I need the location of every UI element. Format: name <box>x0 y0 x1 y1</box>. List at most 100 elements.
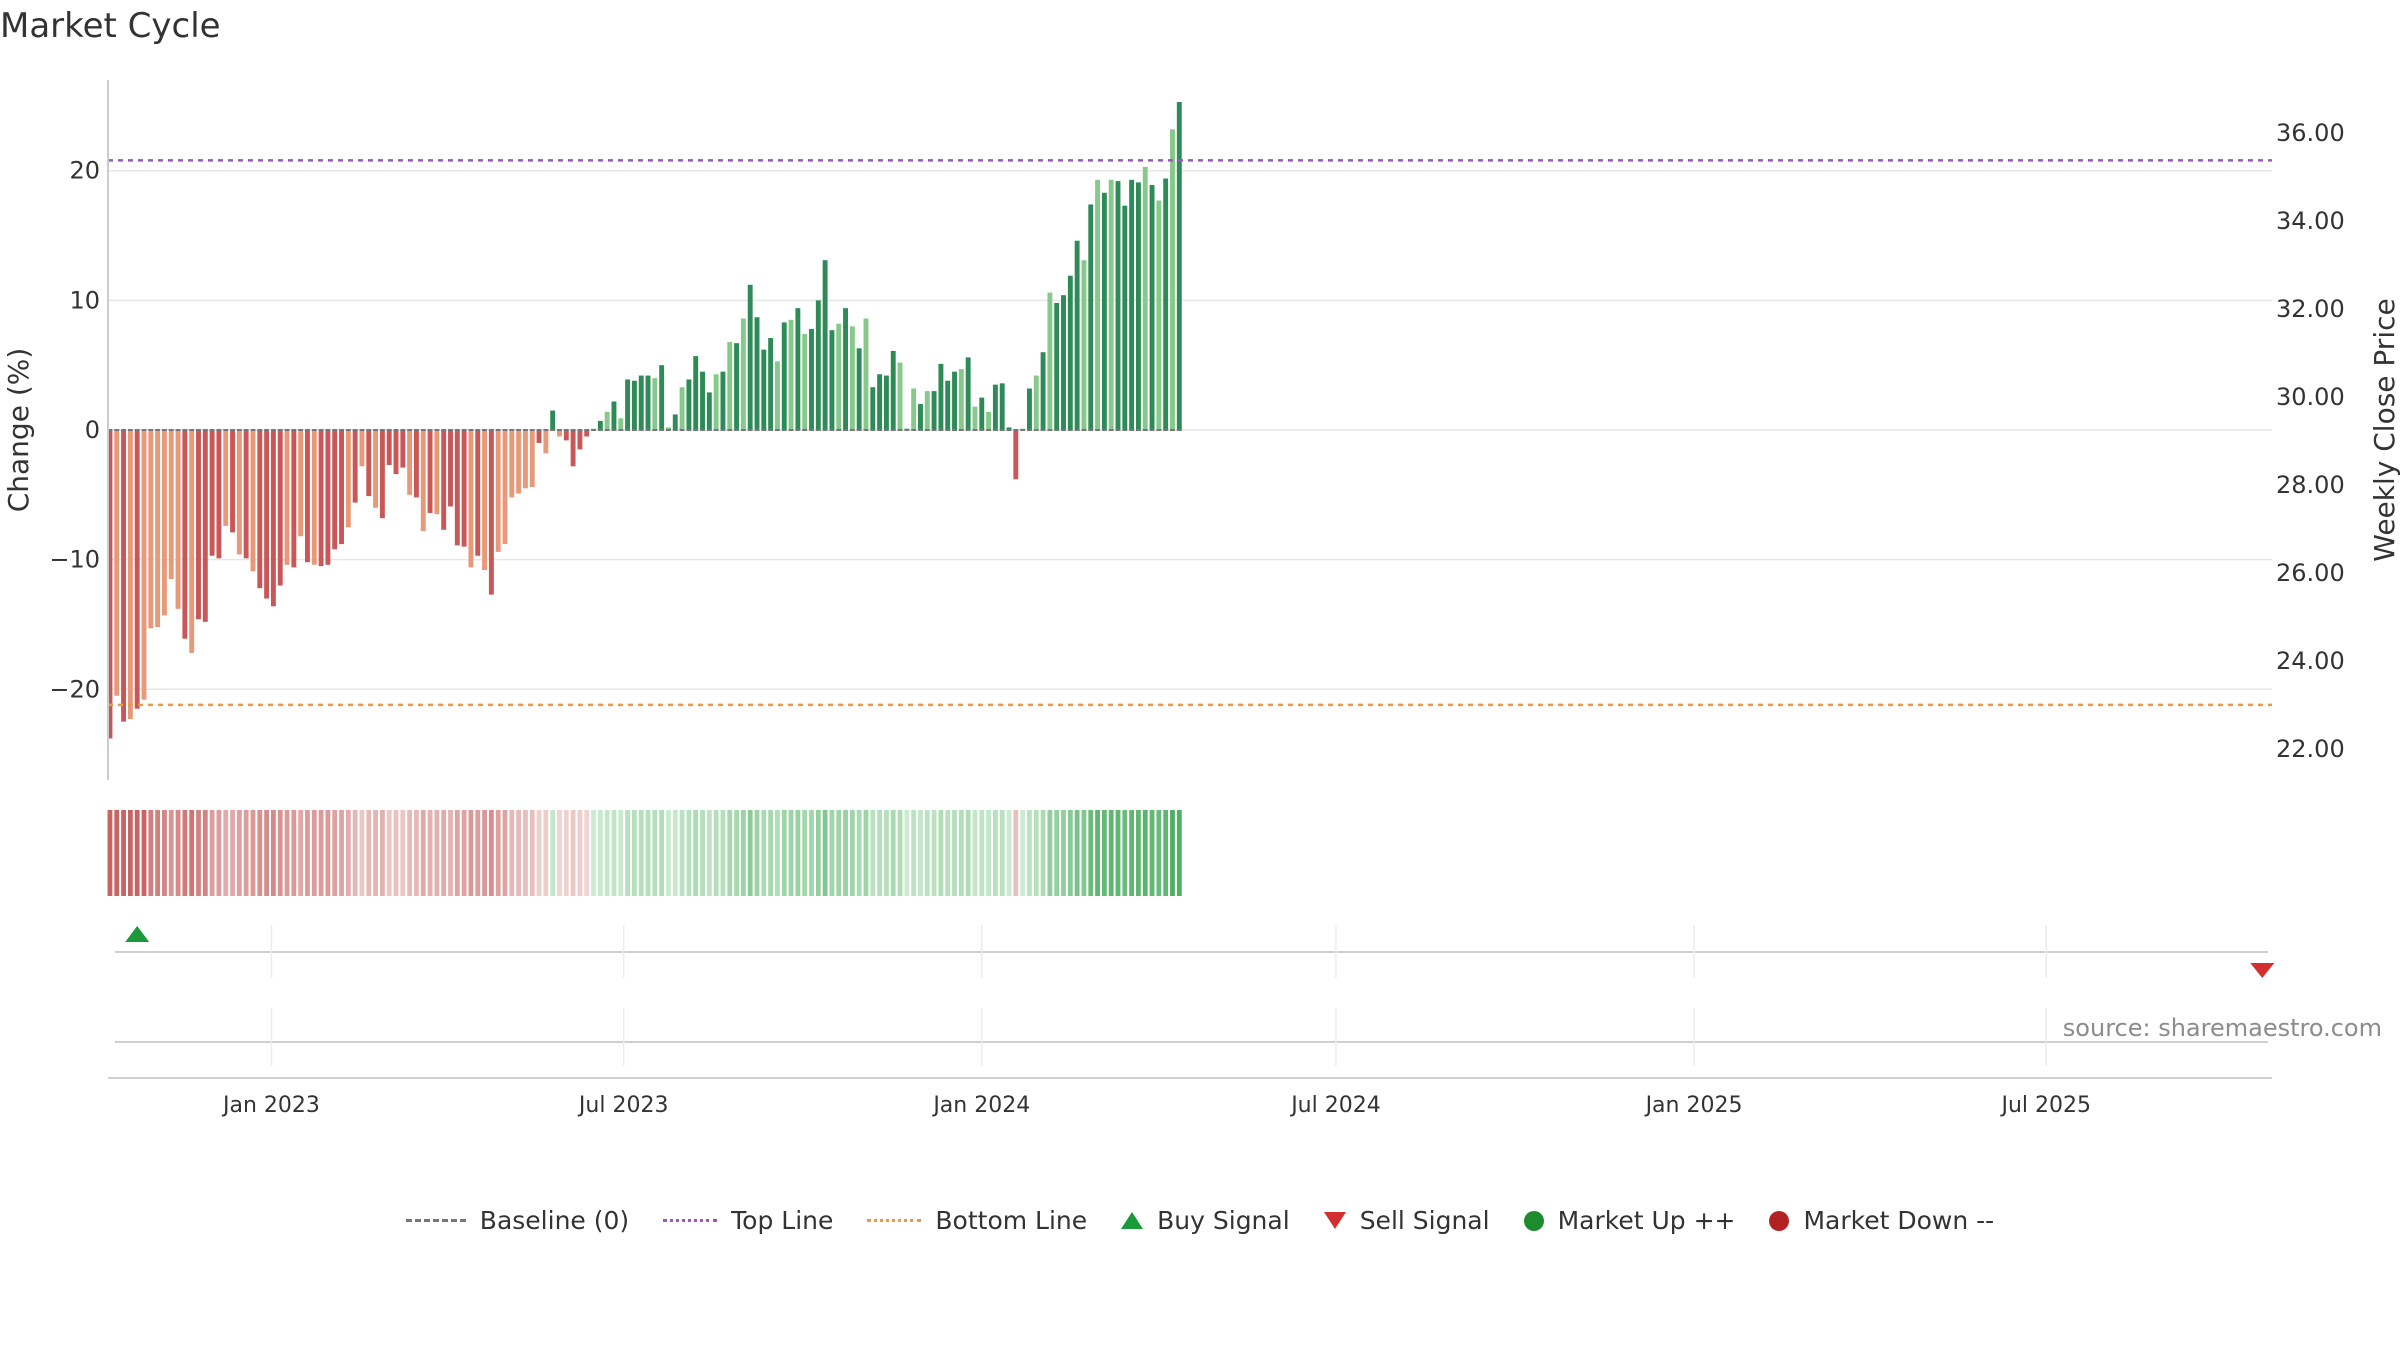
change-bar <box>168 430 174 580</box>
heat-cell <box>625 810 630 896</box>
legend-label: Baseline (0) <box>479 1206 630 1235</box>
heat-cell <box>618 810 624 896</box>
heat-cell <box>414 810 419 896</box>
change-bar <box>734 343 740 430</box>
heat-cell <box>924 810 930 896</box>
change-bar <box>1176 102 1182 430</box>
change-bar <box>1170 129 1175 430</box>
legend-item[interactable]: Buy Signal <box>1121 1206 1290 1235</box>
heat-cell <box>904 810 910 896</box>
change-bar <box>155 430 161 628</box>
legend-item[interactable]: Baseline (0) <box>405 1206 630 1235</box>
change-bar <box>311 430 317 565</box>
heat-cell <box>1054 810 1060 896</box>
legend-swatch-icon <box>1323 1212 1346 1229</box>
change-bar <box>815 300 821 430</box>
heat-cell <box>1142 810 1148 896</box>
x-tick-label: Jul 2025 <box>1999 1093 2091 1118</box>
change-bar <box>509 430 515 498</box>
heat-cell <box>577 810 583 896</box>
change-bar <box>1129 179 1135 430</box>
change-bar <box>134 430 140 709</box>
bars-layer <box>107 102 1182 739</box>
y2-tick-label: 24.00 <box>2276 647 2345 675</box>
change-bar <box>897 362 903 430</box>
heat-cell <box>162 810 167 896</box>
legend-item[interactable]: Sell Signal <box>1323 1206 1490 1235</box>
legend-label: Market Down -- <box>1803 1206 1995 1235</box>
change-bar <box>386 430 392 465</box>
change-bar <box>230 430 235 533</box>
change-bar <box>359 430 365 467</box>
heat-cell <box>386 810 392 896</box>
heat-cell <box>495 810 501 896</box>
change-bar <box>584 430 590 437</box>
heat-cell <box>979 810 985 896</box>
heat-cell <box>236 810 242 896</box>
heat-cell <box>182 810 188 896</box>
heat-cell <box>475 810 481 896</box>
change-bar <box>768 337 774 430</box>
change-bar <box>877 374 883 430</box>
heat-cell <box>420 810 426 896</box>
heat-cell <box>366 810 372 896</box>
heat-cell <box>972 810 978 896</box>
heat-cell <box>754 810 760 896</box>
heat-cell <box>897 810 903 896</box>
heat-cell <box>597 810 603 896</box>
heat-cell <box>863 810 869 896</box>
change-bar <box>1026 388 1032 430</box>
axes-layer: −20 −10 0 10 20 Change (%) 36.00 34.00 32.00 30.0… <box>2 80 2400 780</box>
y-tick-label: −20 <box>49 675 100 703</box>
change-bar <box>379 430 385 519</box>
change-bar <box>543 430 549 454</box>
legend-swatch-icon <box>405 1219 466 1222</box>
change-bar <box>788 319 794 430</box>
legend-item[interactable]: Bottom Line <box>867 1206 1087 1235</box>
change-bar <box>931 391 937 430</box>
legend-item[interactable]: Market Down -- <box>1769 1206 1994 1235</box>
change-bar <box>522 430 528 489</box>
heat-cell <box>141 810 147 896</box>
y2-tick-label: 36.00 <box>2276 119 2345 147</box>
heat-cell <box>1163 810 1169 896</box>
grid-layer <box>108 169 2272 691</box>
heat-cell <box>856 810 862 896</box>
change-bar <box>911 388 917 430</box>
change-bar <box>298 430 304 537</box>
heat-cell <box>1149 810 1155 896</box>
change-bar <box>720 371 726 430</box>
legend-item[interactable]: Market Up ++ <box>1523 1206 1735 1235</box>
heat-cell <box>1136 810 1141 896</box>
heat-cell <box>829 810 835 896</box>
heat-cell <box>965 810 971 896</box>
change-bar <box>550 410 556 430</box>
heat-cell <box>448 810 453 896</box>
heat-cell <box>1122 810 1128 896</box>
heat-cell <box>529 810 535 896</box>
heat-cell <box>870 810 876 896</box>
change-bar <box>407 430 413 495</box>
change-bar <box>189 430 195 653</box>
source-note: source: sharemaestro.com <box>2062 1014 2382 1042</box>
change-bar <box>536 430 542 443</box>
heat-cell <box>952 810 957 896</box>
change-bar <box>516 430 522 494</box>
change-bar <box>114 430 120 696</box>
heat-cell <box>516 810 522 896</box>
legend-label: Sell Signal <box>1359 1206 1490 1235</box>
change-bar <box>243 430 249 559</box>
heat-cell <box>291 810 297 896</box>
x-tick-label: Jul 2023 <box>577 1093 669 1118</box>
heat-cell <box>114 810 120 896</box>
change-bar <box>883 375 889 430</box>
y-tick-label: 0 <box>85 416 100 444</box>
legend-swatch-icon <box>663 1219 718 1222</box>
heat-cell <box>271 810 276 896</box>
change-bar <box>441 430 447 530</box>
change-bar <box>291 430 297 568</box>
change-bar <box>638 375 644 430</box>
heat-cell <box>311 810 317 896</box>
legend-item[interactable]: Top Line <box>663 1206 833 1235</box>
